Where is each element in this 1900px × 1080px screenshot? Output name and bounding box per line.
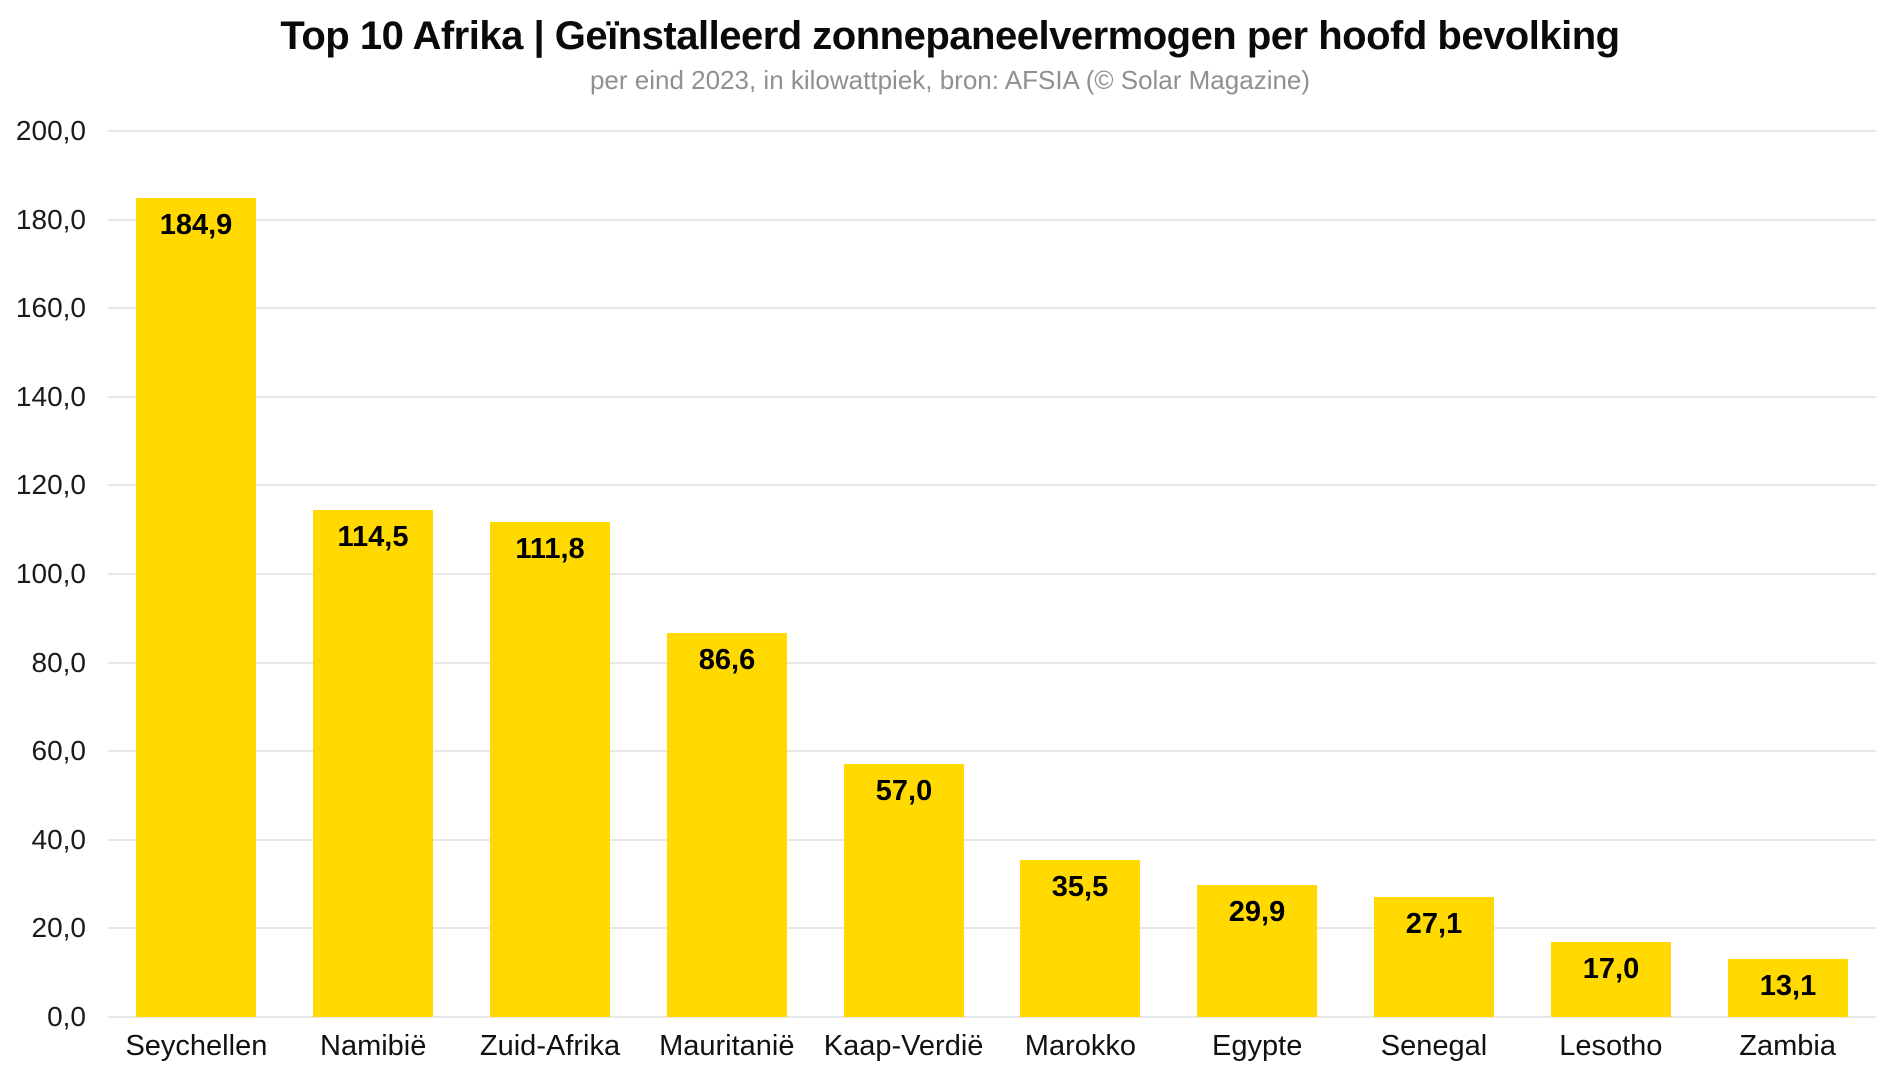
chart-subtitle: per eind 2023, in kilowattpiek, bron: AF… — [589, 65, 1311, 95]
x-axis: Seychellen Namibië Zuid-Afrika Mauritanië Ka… — [108, 1030, 1876, 1074]
x-axis-category-label: Mauritanië — [659, 1030, 795, 1062]
bar-lesotho: 17,0 — [1551, 942, 1671, 1017]
bar-namibi-: 114,5 — [313, 510, 433, 1017]
bar-value-label: 13,1 — [1759, 970, 1817, 1002]
bar-zuid-afrika: 111,8 — [490, 522, 610, 1017]
y-axis-tick-label: 20,0 — [31, 912, 87, 944]
gridline — [108, 1016, 1876, 1018]
bar-value-label: 184,9 — [159, 209, 233, 241]
y-axis-tick-label: 140,0 — [15, 380, 86, 412]
bar-zambia: 13,1 — [1728, 959, 1848, 1017]
bar-value-label: 27,1 — [1405, 908, 1463, 940]
gridline — [108, 218, 1876, 221]
bar-senegal: 27,1 — [1374, 897, 1494, 1017]
bar-value-label: 111,8 — [515, 533, 585, 565]
gridline — [108, 484, 1876, 487]
x-axis-category-label: Lesotho — [1559, 1030, 1663, 1062]
y-axis-tick-label: 120,0 — [15, 469, 86, 501]
y-axis-tick-label: 40,0 — [31, 823, 87, 855]
bar-value-label: 17,0 — [1582, 953, 1640, 985]
bar-seychellen: 184,9 — [136, 198, 256, 1017]
gridline — [108, 395, 1876, 398]
bar-kaap-verdi-: 57,0 — [844, 764, 964, 1017]
gridline — [108, 573, 1876, 575]
y-axis-tick-label: 180,0 — [15, 203, 86, 235]
bar-value-label: 29,9 — [1228, 896, 1286, 928]
gridline — [108, 750, 1876, 753]
plot-area: 184,9 114,5 111,8 86,6 57,0 35,5 29,9 27,1 17,0 1… — [108, 130, 1876, 1018]
bar-mauritani-: 86,6 — [667, 633, 787, 1017]
bar-value-label: 35,5 — [1051, 871, 1109, 903]
gridline — [108, 307, 1876, 310]
x-axis-category-label: Kaap-Verdië — [823, 1030, 984, 1062]
y-axis-tick-label: 160,0 — [15, 292, 86, 324]
bar-egypte: 29,9 — [1197, 885, 1317, 1017]
x-axis-category-label: Zuid-Afrika — [479, 1030, 621, 1062]
y-axis-tick-label: 80,0 — [31, 646, 87, 678]
bar-marokko: 35,5 — [1020, 860, 1140, 1017]
y-axis-tick-label: 0,0 — [47, 1001, 86, 1032]
bar-value-label: 57,0 — [875, 775, 933, 807]
gridline — [108, 130, 1876, 132]
x-axis-category-label: Egypte — [1212, 1030, 1303, 1062]
x-axis-category-label: Senegal — [1380, 1030, 1488, 1062]
chart-title: Top 10 Afrika | Geïnstalleerd zonnepanee… — [280, 14, 1620, 58]
y-axis: 0,0 20,0 40,0 60,0 80,0 100,0 120,0 140,0 160,0 1… — [0, 115, 87, 1032]
x-axis-category-label: Marokko — [1024, 1030, 1136, 1062]
bar-value-label: 86,6 — [698, 644, 756, 676]
gridline — [108, 838, 1876, 841]
y-axis-tick-label: 200,0 — [15, 115, 86, 146]
bar-value-label: 114,5 — [337, 521, 409, 553]
x-axis-category-label: Seychellen — [125, 1030, 268, 1062]
gridline — [108, 661, 1876, 664]
x-axis-category-label: Zambia — [1739, 1030, 1836, 1062]
x-axis-category-label: Namibië — [320, 1030, 427, 1062]
y-axis-tick-label: 100,0 — [15, 558, 86, 589]
gridline — [108, 927, 1876, 930]
y-axis-tick-label: 60,0 — [31, 735, 87, 767]
